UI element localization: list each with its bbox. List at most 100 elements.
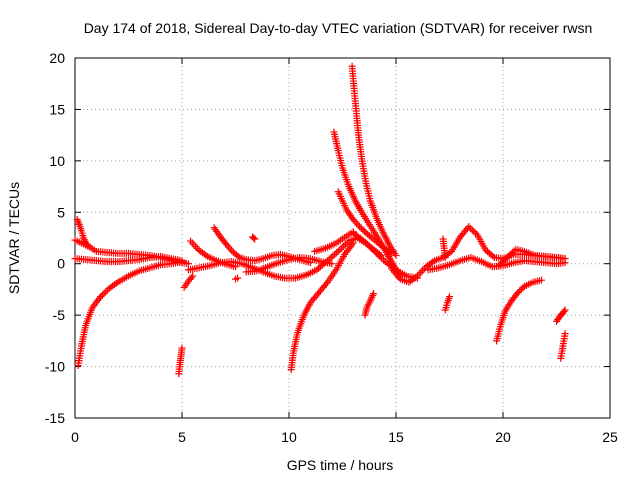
data-point <box>500 257 508 265</box>
data-point <box>510 247 518 255</box>
data-point <box>100 289 108 297</box>
y-tick-label: 0 <box>57 256 65 272</box>
x-tick-label: 0 <box>71 429 79 445</box>
data-point <box>489 252 497 260</box>
series-arc-i <box>210 224 314 267</box>
x-axis-label: GPS time / hours <box>287 457 394 473</box>
data-point <box>226 245 234 253</box>
data-point <box>561 330 569 338</box>
series-arc-j <box>232 274 242 283</box>
data-point <box>250 234 258 242</box>
data-point <box>412 273 420 281</box>
series-arc-e <box>175 344 186 378</box>
data-point <box>359 226 367 234</box>
series-arc-v <box>439 235 449 262</box>
data-point <box>102 288 110 296</box>
data-point <box>468 226 476 234</box>
x-tick-label: 5 <box>178 429 186 445</box>
y-tick-label: -15 <box>45 410 65 426</box>
data-point <box>329 252 337 260</box>
data-point <box>392 251 400 259</box>
data-point <box>80 234 88 242</box>
series-arc-n <box>311 228 357 255</box>
data-point <box>234 252 242 260</box>
data-point <box>507 250 515 258</box>
x-tick-label: 15 <box>388 429 404 445</box>
data-point <box>202 251 210 259</box>
data-point <box>514 289 522 297</box>
chart-title: Day 174 of 2018, Sidereal Day-to-day VTE… <box>84 20 593 36</box>
y-tick-label: -10 <box>45 359 65 375</box>
data-point <box>395 273 403 281</box>
series-arc-q <box>334 188 396 257</box>
data-point <box>336 246 344 254</box>
data-point <box>495 262 503 270</box>
y-axis-label: SDTVAR / TECUs <box>6 182 22 294</box>
data-point <box>84 241 92 249</box>
data-point <box>357 224 365 232</box>
data-point <box>352 219 360 227</box>
series-arc-c <box>73 215 92 249</box>
data-point <box>538 276 546 284</box>
y-tick-label: 10 <box>49 153 65 169</box>
data-point <box>184 260 192 268</box>
series-arc-h <box>187 237 239 271</box>
x-tick-label: 20 <box>495 429 511 445</box>
data-point <box>187 274 195 282</box>
y-tick-label: -5 <box>53 307 66 323</box>
data-point <box>465 223 473 231</box>
data-point <box>370 290 378 298</box>
data-point <box>429 258 437 266</box>
data-point <box>446 293 453 301</box>
data-point <box>234 274 242 282</box>
series-arc-x <box>493 276 546 345</box>
y-tick-label: 5 <box>57 204 65 220</box>
data-point <box>251 235 259 243</box>
data-point <box>498 258 506 266</box>
data-point <box>98 291 106 299</box>
series-arc-s <box>361 290 378 319</box>
data-point <box>502 255 510 263</box>
series-arc-k <box>249 233 259 243</box>
y-tick-label: 15 <box>49 101 65 117</box>
data-point <box>327 254 335 262</box>
series-arc-d <box>74 258 186 370</box>
data-point <box>97 293 105 301</box>
data-point <box>472 229 480 237</box>
data-point <box>334 247 342 255</box>
data-point <box>360 227 368 235</box>
series-arc-y <box>495 245 569 270</box>
data-point <box>178 344 186 352</box>
x-tick-label: 10 <box>281 429 297 445</box>
data-point <box>508 249 516 257</box>
data-points <box>71 62 569 378</box>
series-arc-aa <box>557 330 569 362</box>
data-point <box>441 254 449 262</box>
data-point <box>322 280 330 288</box>
data-point <box>517 285 525 293</box>
data-point <box>516 287 524 295</box>
data-point <box>75 219 83 227</box>
x-tick-label: 25 <box>602 429 618 445</box>
data-point <box>561 255 569 263</box>
x-tick-labels: 0 5 10 15 20 25 <box>71 429 618 445</box>
series-arc-z <box>553 306 569 325</box>
series-arc-m <box>287 239 357 374</box>
data-point <box>561 306 569 314</box>
data-point <box>386 248 394 256</box>
series-arc-p <box>348 62 400 259</box>
series-arc-f <box>180 272 197 291</box>
data-point <box>228 247 236 255</box>
data-point <box>331 250 339 258</box>
data-point <box>519 284 527 292</box>
data-point <box>470 228 478 236</box>
data-point <box>503 254 511 262</box>
y-tick-label: 20 <box>49 50 65 66</box>
data-point <box>232 263 239 271</box>
series-arc-b <box>71 253 186 266</box>
data-point <box>505 252 513 260</box>
axis-ticks <box>74 57 611 419</box>
data-point <box>112 279 120 287</box>
data-point <box>349 239 357 247</box>
